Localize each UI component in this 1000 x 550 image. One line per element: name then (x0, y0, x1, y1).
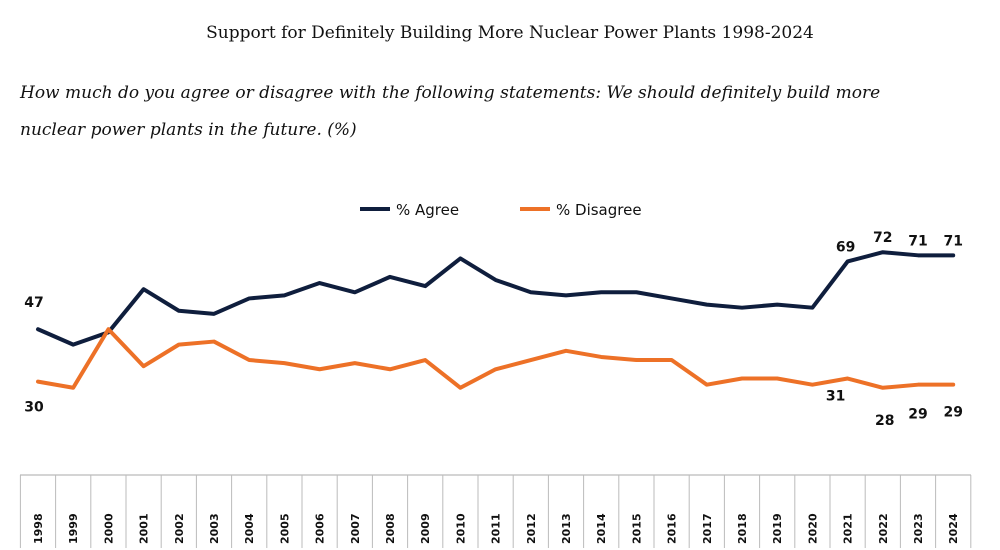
data-label: 30 (24, 400, 44, 416)
x-tick-label: 2016 (666, 513, 679, 544)
x-tick-label: 2006 (314, 513, 327, 544)
series-line-agree (36, 250, 956, 347)
x-tick-label: 2017 (701, 513, 714, 544)
data-label: 29 (943, 405, 962, 421)
legend: % Agree % Disagree (360, 201, 642, 219)
x-tick-label: 2019 (771, 513, 784, 544)
x-tick-label: 2022 (877, 513, 890, 544)
chart-subtitle-line1: How much do you agree or disagree with t… (19, 83, 880, 103)
x-tick-label: 2013 (560, 513, 573, 544)
x-tick-label: 2018 (736, 513, 749, 544)
data-labels: 47 69 72 71 71 30 31 28 29 29 (24, 230, 963, 429)
data-label: 31 (826, 389, 845, 405)
x-tick-label: 2003 (208, 513, 221, 544)
legend-label: % Disagree (556, 201, 642, 219)
x-tick-label: 2004 (243, 513, 256, 544)
x-tick-label: 2010 (454, 513, 467, 544)
x-tick-label: 1999 (67, 513, 80, 544)
x-tick-label: 2007 (349, 513, 362, 544)
data-label: 28 (875, 413, 894, 429)
x-tick-label: 2002 (173, 513, 186, 544)
x-tick-label: 2005 (278, 513, 291, 544)
x-tick-label: 2011 (490, 513, 503, 544)
x-tick-label: 2024 (947, 513, 960, 544)
series-line-disagree (36, 327, 956, 390)
x-tick-label: 2015 (630, 513, 643, 544)
x-tick-label: 2009 (419, 513, 432, 544)
data-label: 29 (908, 407, 927, 423)
x-tick-label: 2021 (842, 513, 855, 544)
series-lines (36, 250, 956, 390)
x-tick-label: 2000 (102, 513, 115, 544)
data-label: 69 (836, 239, 855, 255)
data-label: 71 (908, 233, 927, 249)
data-label: 71 (943, 233, 962, 249)
data-label: 47 (24, 295, 43, 311)
chart-title: Support for Definitely Building More Nuc… (206, 23, 814, 43)
x-tick-label: 2008 (384, 513, 397, 544)
x-tick-label: 2001 (138, 513, 151, 544)
x-tick-label: 2020 (806, 513, 819, 544)
legend-label: % Agree (396, 201, 459, 219)
x-tick-label: 2014 (595, 513, 608, 544)
chart-subtitle-line2: nuclear power plants in the future. (%) (20, 120, 357, 140)
data-label: 72 (873, 230, 892, 246)
x-axis: 1998 1999 2000 2001 2002 2003 2004 2005 2006 2007… (19, 474, 972, 548)
x-tick-label: 2023 (912, 513, 925, 544)
x-tick-label: 1998 (32, 513, 45, 544)
x-tick-label: 2012 (525, 513, 538, 544)
